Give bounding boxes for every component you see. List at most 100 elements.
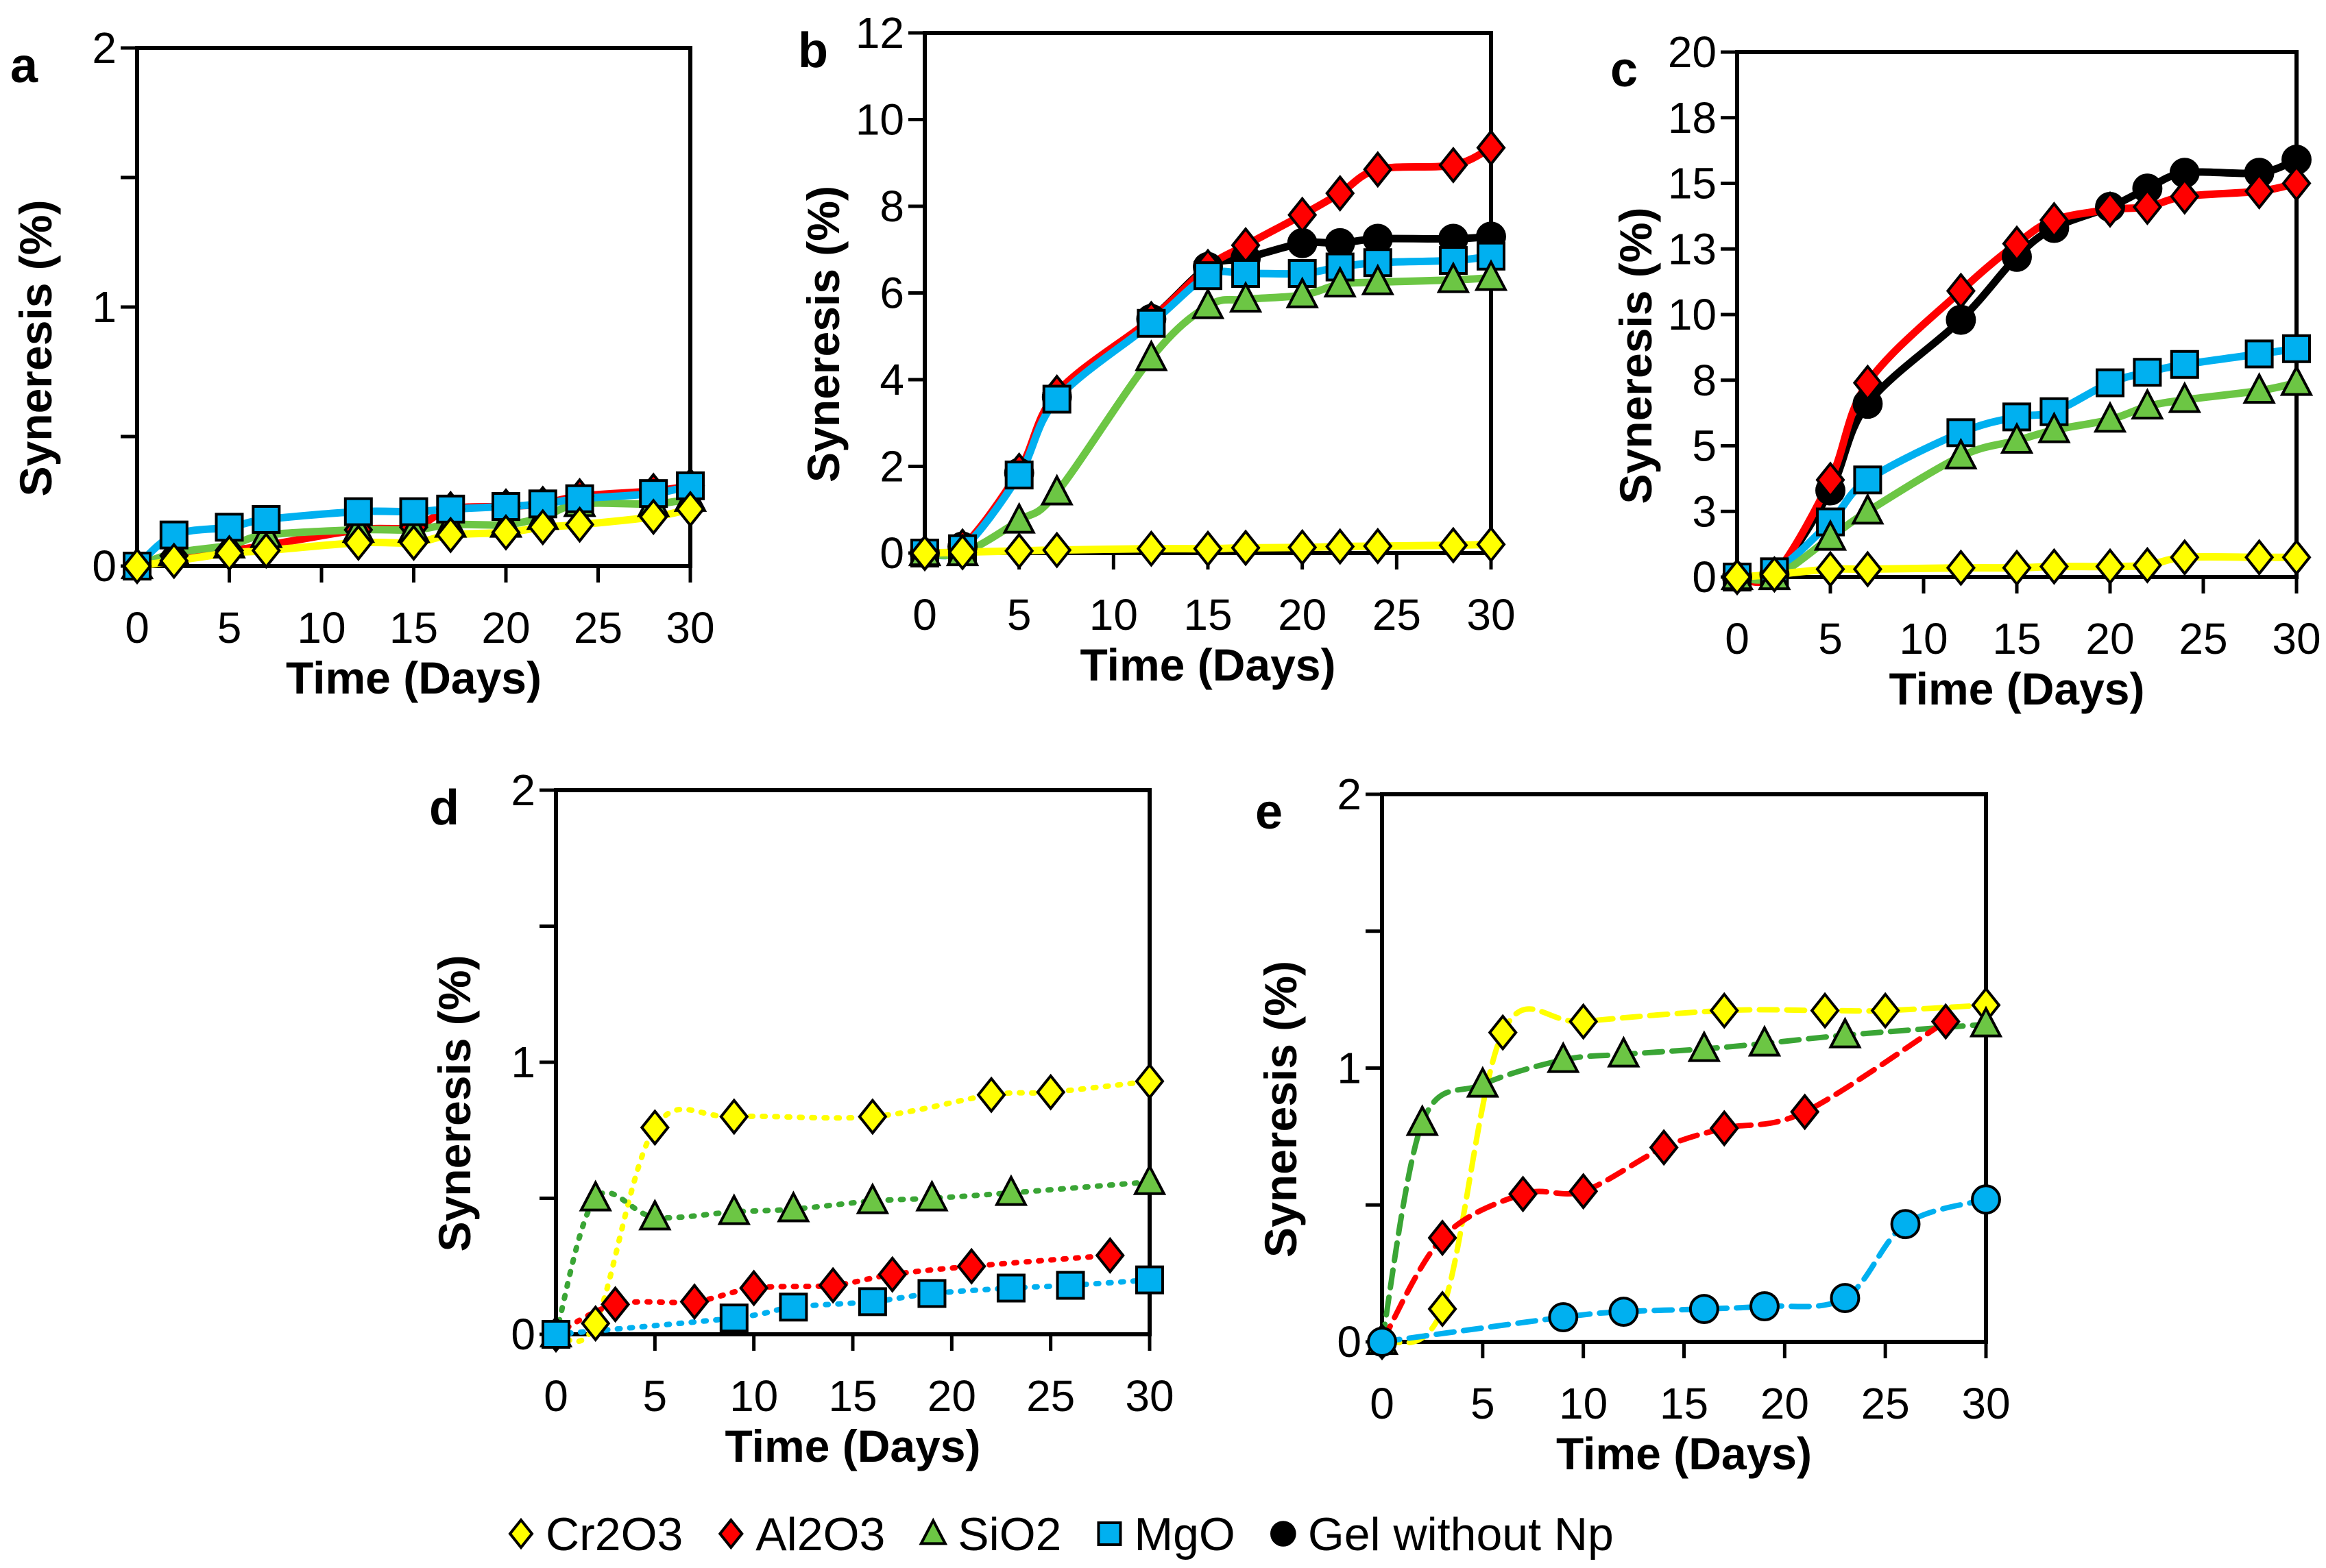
x-tick-label: 0 [912, 590, 937, 639]
series-markers [1367, 986, 2001, 1360]
data-point [343, 497, 373, 526]
chart-panel-b: 0 2 4 6 8 10 12 0 5 10 15 20 25 30 Time (Days) Syneresi… [798, 8, 1516, 690]
x-axis-title: Time (Days) [1080, 639, 1336, 690]
data-point [2131, 387, 2164, 420]
data-point [1649, 1129, 1679, 1166]
data-point [2168, 381, 2202, 413]
data-point [856, 1182, 890, 1214]
data-point [1568, 1173, 1599, 1210]
legend-marker-diamond-icon [718, 1517, 744, 1550]
data-point [2281, 164, 2312, 202]
y-tick-label: 8 [1692, 356, 1717, 405]
data-point [122, 548, 152, 585]
y-tick-label: 2 [92, 23, 117, 73]
data-point [2132, 188, 2162, 225]
data-point [1759, 556, 1789, 593]
data-point [1438, 146, 1468, 184]
x-tick-label: 30 [1125, 1371, 1174, 1421]
y-tick-label: 0 [1337, 1317, 1361, 1367]
y-tick-label: 13 [1668, 224, 1717, 273]
x-tick-label: 20 [1760, 1379, 1809, 1428]
data-point [252, 504, 281, 534]
y-tick-label: 12 [856, 8, 904, 58]
chart-panel-c: 0 3 5 8 10 13 15 18 20 0 5 10 15 20 25 30 Time (Days) Syn… [1610, 27, 2321, 714]
y-tick-label: 10 [856, 95, 904, 145]
panel-label: a [10, 38, 38, 93]
data-point [1853, 465, 1882, 495]
data-point [1367, 1327, 1397, 1357]
data-point [491, 513, 521, 551]
data-point [1508, 1175, 1538, 1213]
y-tick-label: 1 [92, 282, 117, 332]
x-tick-label: 30 [666, 603, 714, 652]
data-point [2000, 421, 2034, 454]
legend-marker-triangle-icon [919, 1517, 948, 1545]
data-point [717, 1193, 751, 1225]
data-point [858, 1098, 888, 1136]
data-point [1466, 1066, 1500, 1098]
data-point [159, 542, 189, 580]
data-point [1971, 1184, 2001, 1215]
x-tick-label: 30 [2272, 614, 2321, 663]
data-point [2244, 173, 2275, 210]
series-cr2o3 [1379, 1002, 1989, 1346]
y-tick-label: 8 [880, 182, 904, 231]
data-point [1325, 528, 1355, 565]
x-tick-label: 15 [1992, 614, 2041, 663]
data-point [1042, 531, 1072, 569]
data-point [2002, 549, 2032, 587]
x-tick-label: 10 [1559, 1379, 1608, 1428]
panel-label: c [1610, 42, 1638, 97]
data-point [2002, 225, 2032, 262]
legend-item: Al2O3 [718, 1508, 885, 1560]
data-point [1136, 530, 1166, 567]
data-point [1427, 1219, 1457, 1257]
data-point [1747, 1025, 1782, 1057]
data-point [2170, 350, 2199, 379]
data-point [1042, 384, 1071, 414]
data-point [719, 1303, 749, 1333]
data-point [1815, 461, 1845, 499]
x-tick-label: 15 [1660, 1379, 1708, 1428]
y-tick-label: 18 [1668, 93, 1717, 143]
data-point [1135, 1265, 1164, 1295]
y-tick-label: 1 [1337, 1044, 1361, 1093]
y-axis-title: Syneresis (%) [429, 955, 480, 1252]
data-point [1095, 1236, 1125, 1274]
data-point [1687, 1030, 1721, 1062]
x-axis-title: Time (Days) [725, 1421, 981, 1471]
legend-item: SiO2 [919, 1508, 1061, 1560]
series-markers [910, 526, 1506, 572]
y-tick-label: 15 [1668, 159, 1717, 208]
x-tick-label: 0 [125, 603, 149, 652]
data-point [1828, 1016, 1862, 1049]
data-point [1363, 527, 1393, 565]
data-point [1870, 992, 1900, 1029]
data-point [1002, 502, 1036, 534]
legend-item: MgO [1097, 1508, 1235, 1560]
y-tick-label: 0 [92, 541, 117, 591]
data-point [1749, 1291, 1780, 1322]
data-point [2244, 539, 2275, 576]
data-point [565, 506, 595, 543]
x-tick-label: 10 [729, 1371, 778, 1421]
data-point [1040, 474, 1074, 506]
data-point [777, 1190, 810, 1223]
legend-label: SiO2 [958, 1508, 1061, 1560]
data-point [1944, 437, 1978, 469]
data-point [2095, 548, 2125, 585]
x-tick-label: 30 [1466, 590, 1515, 639]
legend-label: Al2O3 [755, 1508, 885, 1560]
y-axis-title: Syneresis (%) [798, 186, 849, 482]
data-point [994, 1174, 1028, 1206]
data-point [1004, 532, 1034, 569]
data-point [1790, 1093, 1820, 1131]
data-point [2095, 191, 2125, 228]
data-point [1137, 308, 1166, 338]
x-tick-label: 5 [1007, 590, 1032, 639]
x-tick-label: 20 [928, 1371, 976, 1421]
data-point [2133, 358, 2162, 387]
data-point [956, 1247, 986, 1285]
data-point [2037, 411, 2071, 443]
